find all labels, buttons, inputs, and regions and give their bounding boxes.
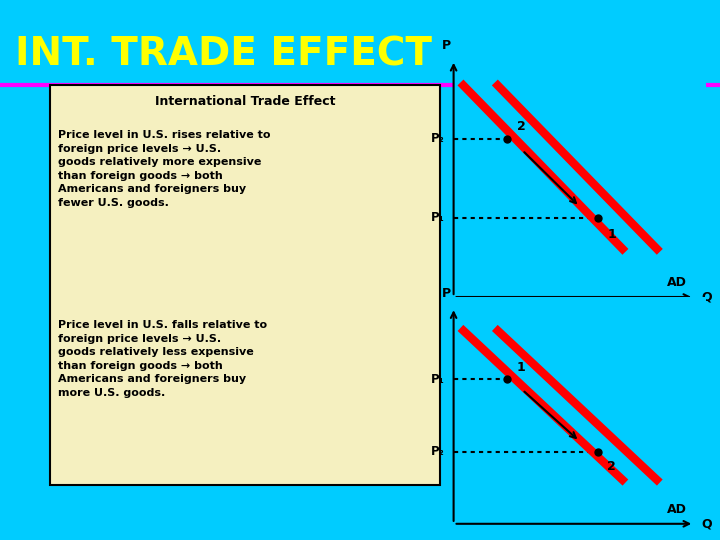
Text: Price level in U.S. rises relative to
foreign price levels → U.S.
goods relative: Price level in U.S. rises relative to fo…: [58, 130, 271, 208]
Text: AD: AD: [667, 276, 688, 289]
Text: 2: 2: [607, 460, 616, 473]
Text: International Trade Effect: International Trade Effect: [155, 95, 336, 108]
Text: Q: Q: [701, 291, 711, 303]
Text: Q: Q: [701, 517, 711, 530]
Text: 1: 1: [607, 228, 616, 241]
Text: 1: 1: [517, 361, 526, 374]
Text: Price level in U.S. falls relative to
foreign price levels → U.S.
goods relative: Price level in U.S. falls relative to fo…: [58, 320, 267, 398]
Text: P₂: P₂: [431, 132, 444, 145]
Text: P₂: P₂: [431, 445, 444, 458]
Text: INT. TRADE EFFECT: INT. TRADE EFFECT: [15, 35, 432, 73]
Text: P₁: P₁: [431, 373, 444, 386]
Text: P: P: [442, 38, 451, 52]
Text: P: P: [442, 287, 451, 300]
Text: AD: AD: [667, 503, 688, 516]
FancyBboxPatch shape: [50, 85, 440, 485]
Text: 2: 2: [517, 120, 526, 133]
Text: P₁: P₁: [431, 212, 444, 225]
